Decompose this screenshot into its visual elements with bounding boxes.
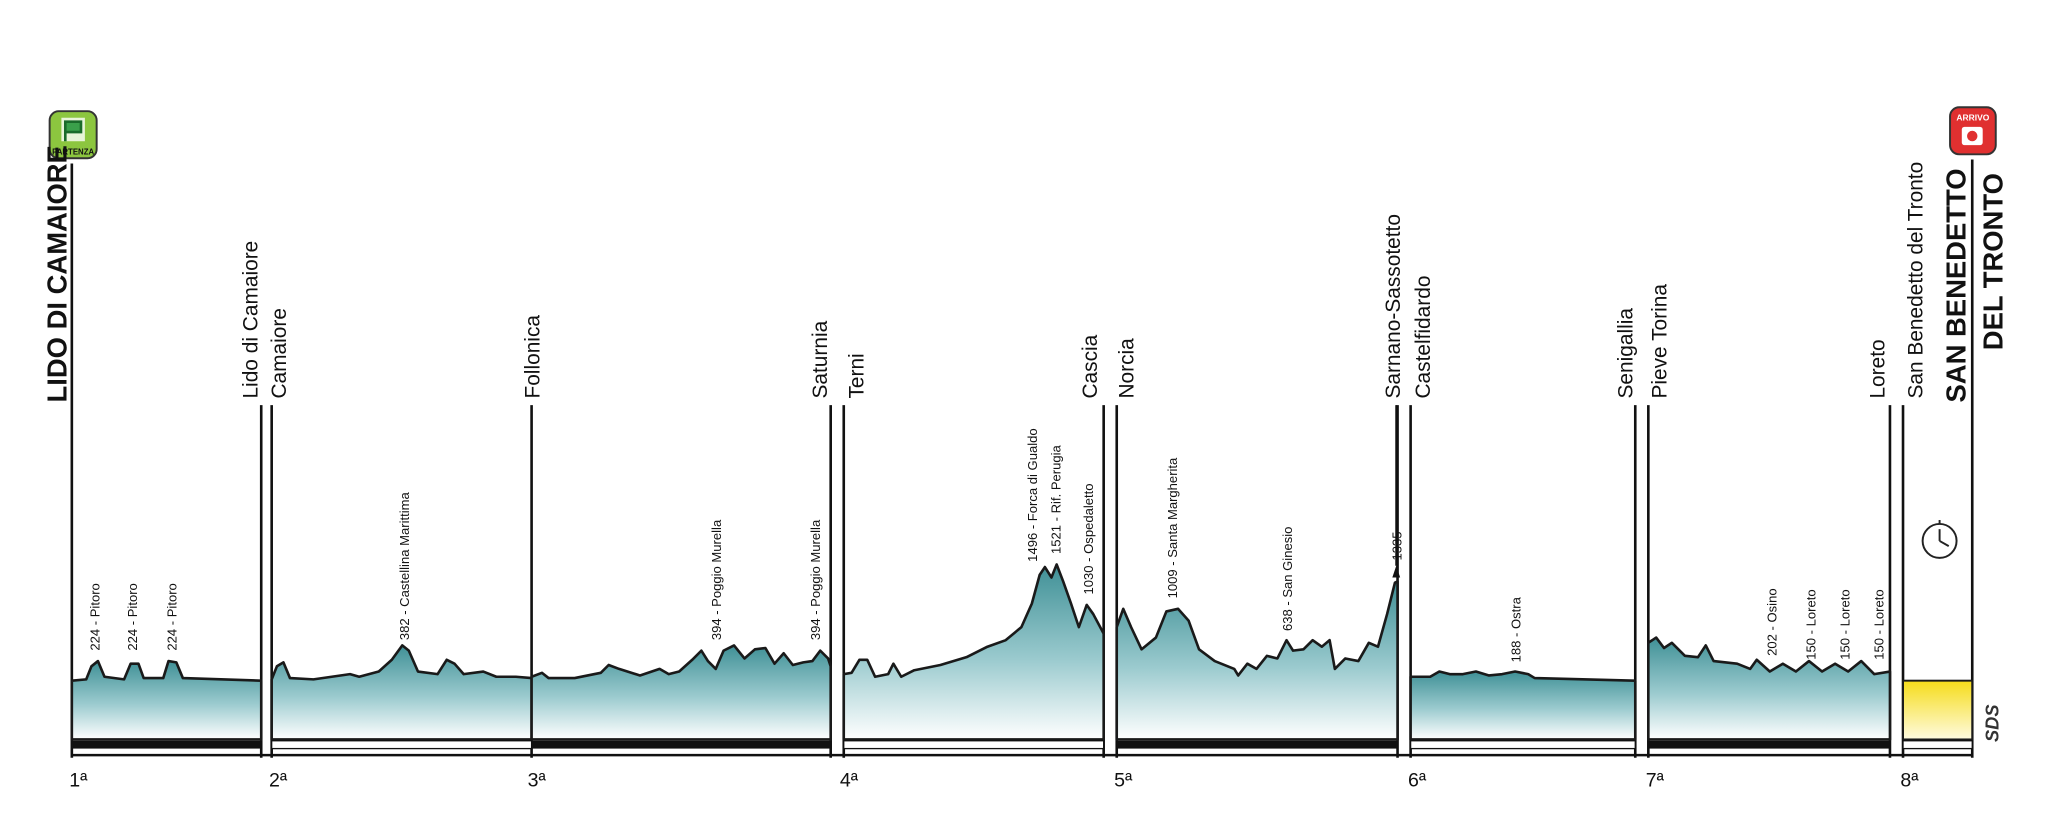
place-label: Loreto <box>1867 339 1890 398</box>
stage-number: 2ª <box>269 769 288 791</box>
place-label: San Benedetto del Tronto <box>1905 162 1928 399</box>
start-badge: PARTENZA <box>48 110 98 160</box>
stage-bars <box>71 740 1973 757</box>
place-label: Saturnia <box>809 320 832 398</box>
time-trial-icon <box>1921 520 1958 559</box>
finish-badge-label: ARRIVO <box>1956 112 1989 122</box>
place-label: Pieve Torina <box>1649 284 1672 399</box>
climb-label: 188 - Ostra <box>1508 596 1523 662</box>
start-city: LIDO DI CAMAIORE <box>42 145 73 402</box>
climb-label: 394 - Poggio Murella <box>808 519 823 640</box>
stage-number: 6ª <box>1408 769 1427 791</box>
stage-number: 5ª <box>1114 769 1133 791</box>
climb-label: 224 - Pitoro <box>164 583 179 650</box>
logo: SDS <box>1981 704 2002 742</box>
climb-label: 150 - Loreto <box>1871 589 1886 659</box>
climb-label: 382 - Castellina Marittima <box>397 492 412 641</box>
place-label: Castelfidardo <box>1412 276 1435 399</box>
stage-number: 3ª <box>528 769 547 791</box>
place-label: Cascia <box>1079 334 1102 398</box>
place-label: Sarnano-Sassotetto <box>1382 214 1405 399</box>
start-badge-label: PARTENZA <box>52 147 94 156</box>
climb-label: 1335 <box>1389 531 1404 560</box>
finish-city: SAN BENEDETTO <box>1941 168 1972 402</box>
stage-number: 8ª <box>1900 769 1919 791</box>
finish-badge: ARRIVO <box>1949 106 1997 156</box>
summit-arrow <box>1392 565 1401 578</box>
place-label: Follonica <box>521 315 544 399</box>
climb-label: 638 - San Ginesio <box>1280 527 1295 631</box>
climb-label: 202 - Osino <box>1764 588 1779 655</box>
climb-label: 1009 - Santa Margherita <box>1165 457 1180 598</box>
climb-label: 224 - Pitoro <box>87 583 102 650</box>
climb-label: 1521 - Rif. Perugia <box>1049 444 1064 554</box>
place-label: Norcia <box>1116 338 1139 399</box>
climb-label: 150 - Loreto <box>1804 589 1819 659</box>
place-label: Camaiore <box>268 308 291 399</box>
finish-city: DEL TRONTO <box>1977 173 2008 350</box>
place-label: Terni <box>845 353 868 398</box>
place-label: Lido di Camaiore <box>239 241 262 399</box>
climb-label: 1496 - Forca di Gualdo <box>1025 428 1040 561</box>
profiles <box>70 563 1974 741</box>
place-label: Senigallia <box>1615 308 1638 399</box>
stage-number: 1ª <box>69 769 88 791</box>
stage-number: 7ª <box>1646 769 1665 791</box>
climb-label: 1030 - Ospedaletto <box>1081 483 1096 594</box>
climb-label: 394 - Poggio Murella <box>709 519 724 640</box>
stage-number: 4ª <box>840 769 859 791</box>
climb-label: 150 - Loreto <box>1837 589 1852 659</box>
climb-label: 224 - Pitoro <box>125 583 140 650</box>
